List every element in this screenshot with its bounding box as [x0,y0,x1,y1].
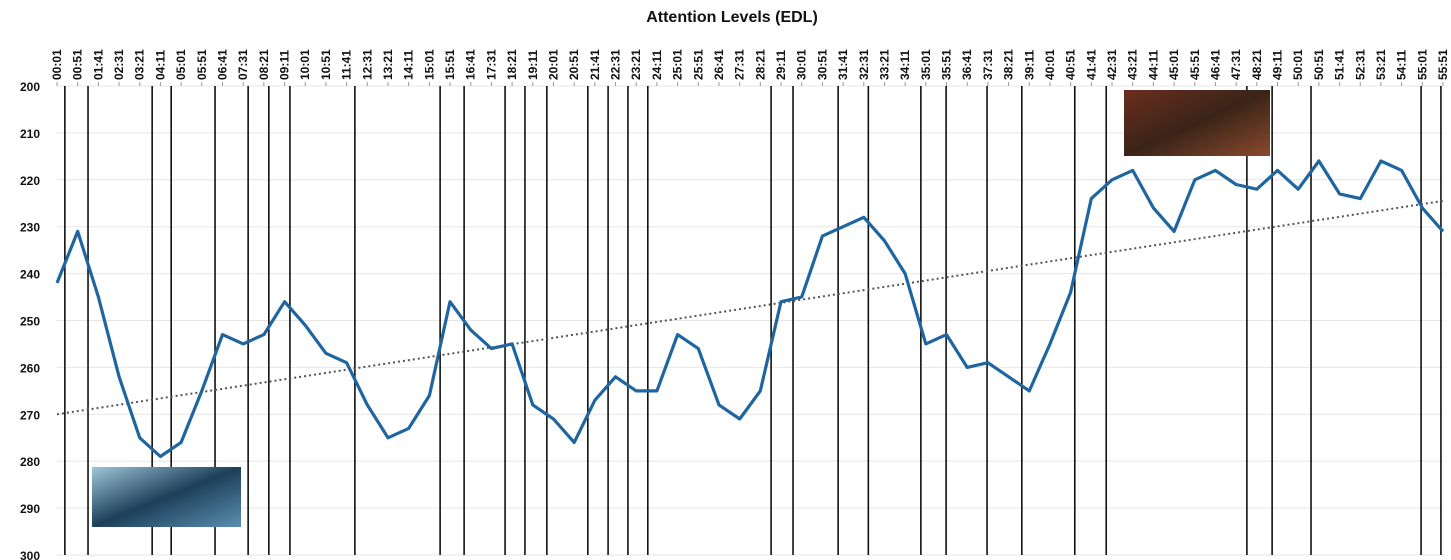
x-tick-label: 24:11 [650,50,664,80]
x-tick-label: 32:31 [857,49,871,80]
x-tick-label: 20:01 [546,49,560,80]
plot [57,161,1443,457]
x-tick-label: 40:51 [1064,49,1078,80]
chart-title: Attention Levels (EDL) [646,9,818,26]
x-tick-label: 25:51 [691,49,705,80]
x-tick-label: 45:01 [1167,49,1181,80]
thumbnail [1124,90,1270,156]
y-tick-label: 290 [20,502,40,516]
x-tick-label: 19:11 [526,50,540,80]
x-tick-label: 21:41 [588,49,602,80]
x-tick-label: 07:31 [236,49,250,80]
x-tick-label: 55:51 [1436,49,1450,80]
x-tick-label: 01:41 [91,49,105,80]
x-tick-label: 12:31 [360,49,374,80]
y-tick-label: 220 [20,174,40,188]
x-tick-label: 54:11 [1395,50,1409,80]
x-tick-label: 42:31 [1105,49,1119,80]
x-tick-label: 55:01 [1415,49,1429,80]
x-tick-label: 49:11 [1271,50,1285,80]
x-tick-label: 30:51 [815,49,829,80]
y-tick-label: 230 [20,221,40,235]
x-tick-label: 37:31 [981,49,995,80]
x-tick-label: 26:41 [712,49,726,80]
x-tick-label: 50:51 [1312,49,1326,80]
x-tick-label: 08:21 [257,49,271,80]
x-tick-label: 03:21 [133,49,147,80]
x-tick-label: 41:41 [1084,49,1098,80]
x-tick-label: 52:31 [1353,49,1367,80]
chart: Attention Levels (EDL) 200 210 220 230 240 25… [0,0,1451,560]
x-tick-label: 30:01 [795,49,809,80]
x-tick-label: 34:11 [898,50,912,80]
y-tick-label: 200 [20,80,40,94]
x-tick-label: 14:11 [402,50,416,80]
thumbnail [92,467,241,527]
y-tick-label: 250 [20,315,40,329]
x-tick-label: 50:01 [1291,49,1305,80]
x-tick-label: 33:21 [877,49,891,80]
x-tick-label: 00:01 [50,49,64,80]
x-tick-label: 47:31 [1229,49,1243,80]
x-tick-label: 35:51 [940,49,954,80]
x-tick-label: 25:01 [671,49,685,80]
x-tick-label: 13:21 [381,49,395,80]
x-tick-label: 17:31 [484,49,498,80]
x-tick-label: 05:01 [174,49,188,80]
x-tick-label: 44:11 [1146,50,1160,80]
x-tick-label: 23:21 [629,49,643,80]
x-tick-label: 15:51 [443,49,457,80]
y-tick-label: 210 [20,127,40,141]
attention-line [57,161,1443,457]
x-tick-label: 36:41 [960,49,974,80]
x-tick-label: 00:51 [71,49,85,80]
x-tick-label: 31:41 [836,49,850,80]
x-tick-label: 04:11 [153,50,167,80]
x-tick-label: 46:41 [1208,49,1222,80]
x-tick-label: 51:41 [1333,49,1347,80]
y-tick-label: 260 [20,361,40,375]
x-tick-label: 22:31 [609,49,623,80]
x-tick-label: 39:11 [1022,50,1036,80]
x-tick-label: 38:21 [1002,49,1016,80]
x-tick-label: 18:21 [505,49,519,80]
y-tick-label: 270 [20,408,40,422]
x-tick-label: 27:31 [733,49,747,80]
x-tick-label: 10:01 [298,49,312,80]
x-tick-label: 35:01 [919,49,933,80]
x-tick-label: 45:51 [1188,49,1202,80]
x-tick-label: 40:01 [1043,49,1057,80]
x-tick-label: 06:41 [215,49,229,80]
x-tick-label: 48:21 [1250,49,1264,80]
x-tick-label: 28:21 [753,49,767,80]
x-tick-label: 16:41 [464,49,478,80]
x-tick-label: 05:51 [195,49,209,80]
x-tick-label: 15:01 [422,49,436,80]
x-tick-label: 29:11 [774,50,788,80]
trend-line [57,201,1443,414]
x-tick-label: 53:21 [1374,49,1388,80]
y-tick-label: 280 [20,455,40,469]
x-tick-label: 20:51 [567,49,581,80]
x-tick-label: 11:41 [340,50,354,80]
x-tick-label: 43:21 [1126,49,1140,80]
y-tick-label: 300 [20,549,40,560]
x-tick-label: 09:11 [278,50,292,80]
x-tick-label: 02:31 [112,49,126,80]
x-tick-label: 10:51 [319,49,333,80]
y-tick-label: 240 [20,268,40,282]
